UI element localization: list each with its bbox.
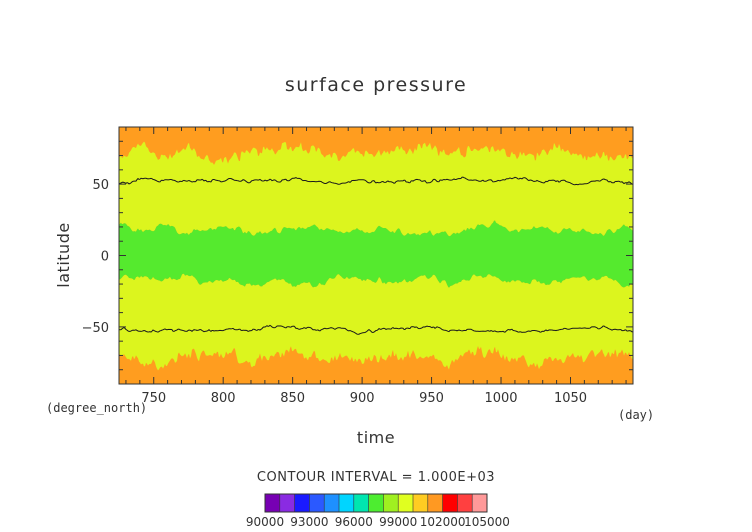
colorbar-swatch bbox=[339, 494, 355, 512]
colorbar-swatch bbox=[398, 494, 414, 512]
x-axis-unit: (day) bbox=[618, 408, 654, 422]
x-tick-label: 950 bbox=[419, 391, 444, 406]
contour-interval-text: CONTOUR INTERVAL = 1.000E+03 bbox=[257, 470, 495, 485]
x-tick-label: 1000 bbox=[484, 391, 517, 406]
colorbar-swatch bbox=[368, 494, 384, 512]
colorbar-swatch bbox=[279, 494, 296, 512]
y-tick-label: 0 bbox=[101, 250, 109, 265]
y-tick-label: 50 bbox=[92, 178, 109, 193]
colorbar-label: 99000 bbox=[379, 515, 417, 529]
colorbar-swatch bbox=[294, 494, 310, 512]
x-tick-label: 1050 bbox=[554, 391, 587, 406]
x-tick-label: 750 bbox=[141, 391, 166, 406]
colorbar-swatch bbox=[472, 494, 488, 512]
colorbar-swatch bbox=[427, 494, 444, 512]
y-axis-unit: (degree_north) bbox=[46, 401, 147, 415]
colorbar-label: 90000 bbox=[246, 515, 284, 529]
colorbar-frame bbox=[264, 493, 488, 513]
upper-yellow-band bbox=[119, 141, 633, 237]
colorbar bbox=[264, 493, 488, 513]
colorbar-swatch bbox=[353, 494, 370, 512]
lower-yellow-band bbox=[119, 273, 633, 371]
colorbar-label: 102000 bbox=[420, 515, 466, 529]
x-tick-label: 900 bbox=[350, 391, 375, 406]
colorbar-label: 93000 bbox=[290, 515, 328, 529]
colorbar-label: 96000 bbox=[335, 515, 373, 529]
x-tick-labels: 750 800 850 900 950 1000 1050 bbox=[141, 391, 587, 406]
pressure-field bbox=[118, 127, 634, 384]
x-tick-label: 850 bbox=[280, 391, 305, 406]
y-tick-label: −50 bbox=[82, 321, 109, 336]
equatorial-green-band bbox=[119, 220, 633, 288]
y-axis-label: latitude bbox=[54, 222, 73, 287]
contour-line-south bbox=[118, 324, 634, 335]
contour-line-north bbox=[118, 176, 634, 186]
y-tick-labels: 50 0 −50 bbox=[82, 178, 109, 336]
colorbar-swatch bbox=[457, 494, 473, 512]
chart-title: surface pressure bbox=[285, 74, 467, 96]
colorbar-swatch bbox=[324, 494, 340, 512]
colorbar-swatch bbox=[442, 494, 458, 512]
colorbar-swatch bbox=[265, 494, 281, 512]
axis-ticks bbox=[119, 127, 633, 384]
colorbar-label: 105000 bbox=[464, 515, 510, 529]
colorbar-swatch bbox=[309, 494, 325, 512]
colorbar-swatch bbox=[413, 494, 429, 512]
x-tick-label: 800 bbox=[211, 391, 236, 406]
x-axis-label: time bbox=[357, 428, 395, 447]
colorbar-swatch bbox=[383, 494, 399, 512]
